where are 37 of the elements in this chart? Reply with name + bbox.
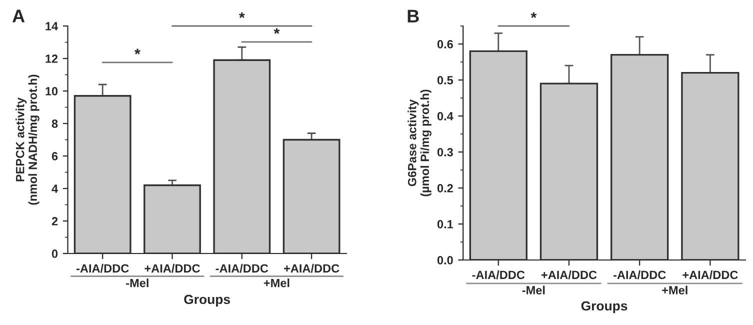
text: * [238,12,245,18]
y-tick-label: 10 [46,87,58,96]
y-tick-label: 14 [46,22,58,30]
y-tick-label: 4 [52,184,58,193]
x-tick-label: -AIA/DDC [76,264,129,273]
text: * [530,12,537,18]
y-tick-label: 8 [52,120,58,128]
x-axis-title: Groups [184,294,230,307]
x-tick-label: +AIA/DDC [541,270,597,280]
x-tick-label: -AIA/DDC [613,270,666,280]
y-tick-label: 6 [52,152,58,160]
text: +Mel [662,286,688,294]
y-tick-label: 0 [52,250,58,258]
chart-title: B [408,10,419,22]
y-tick-label: 0.6 [437,40,453,48]
x-tick-label: +AIA/DDC [284,264,340,273]
y-tick-label: 12 [46,54,58,63]
chart-title: A [12,10,25,22]
x-tick-label: +AIA/DDC [144,264,200,273]
y-axis-title: PEPCK activity (nmol NADH/mg prot.h) [16,74,40,205]
text: -Mel [522,286,545,294]
x-tick-label: -AIA/DDC [472,270,525,280]
y-axis-title: G6Pase activity (µmol Pi/mg prot.h) [408,90,432,196]
x-axis-title: Groups [581,301,628,314]
annotation: * [274,28,280,34]
y-tick-label: 0.1 [437,220,454,228]
y-tick-label: 0.4 [437,112,454,120]
y-tick-label: 0.3 [437,148,453,156]
y-tick-label: 0.2 [437,184,453,192]
x-tick-label: -AIA/DDC [216,264,268,273]
text: +Mel [264,278,290,288]
y-tick-label: 0.0 [437,256,453,264]
annotation: * [134,48,140,54]
y-tick-label: 0.5 [437,76,454,84]
text: -Mel [126,278,148,288]
y-tick-label: 2 [52,217,58,226]
x-tick-label: +AIA/DDC [682,270,738,280]
